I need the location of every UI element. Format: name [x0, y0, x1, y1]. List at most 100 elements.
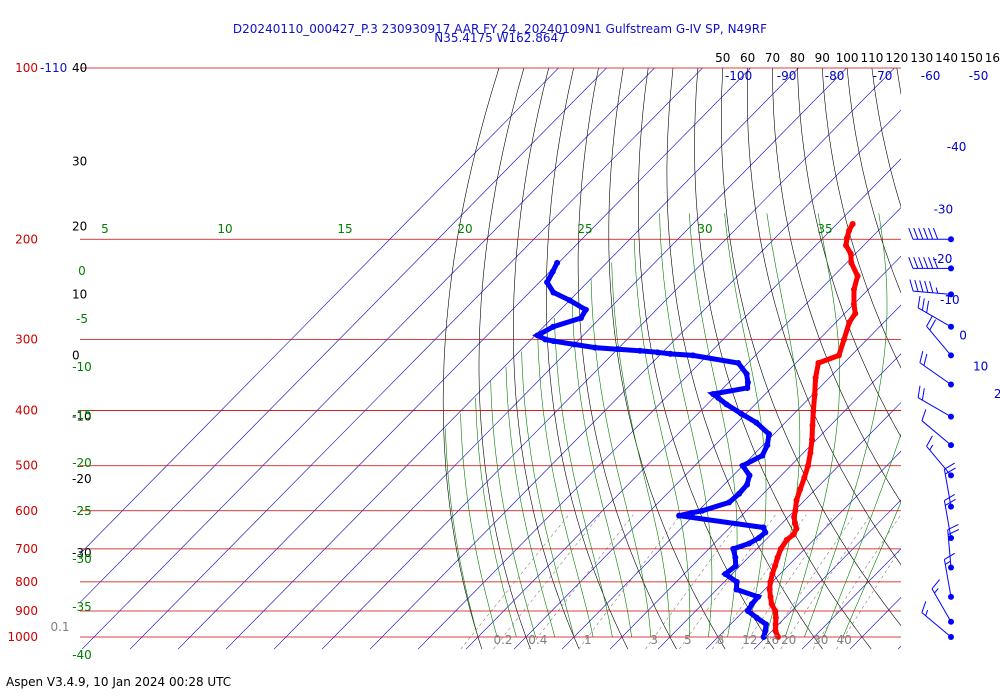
wind-barb-staff [917, 397, 952, 418]
moist-adiabat-label-top: 5 [101, 222, 109, 236]
moist-adiabat-label-left: -30 [72, 552, 92, 566]
wind-barb-flag [926, 315, 933, 327]
dewpoint-profile-point [732, 554, 739, 561]
moist-adiabat-line [475, 397, 517, 638]
temperature-profile-point [846, 227, 853, 234]
isotherm-line [657, 402, 901, 650]
wind-barb-flag [918, 256, 924, 269]
dewpoint-profile-point [744, 379, 751, 386]
pressure-tick-label: 200 [15, 232, 38, 246]
dewpoint-profile-point [763, 621, 770, 628]
temperature-profile-point [811, 391, 818, 398]
moist-adiabat-label-left: -35 [72, 600, 92, 614]
isotherm-line [705, 450, 901, 650]
pressure-tick-label: 800 [15, 575, 38, 589]
dry-adiabat-line [772, 68, 901, 503]
dewpoint-profile-point [654, 349, 661, 356]
isotherm-line [80, 68, 607, 603]
dewpoint-profile-point [667, 350, 674, 357]
isotherm-label: -100 [725, 69, 752, 83]
moist-adiabat-line [571, 299, 632, 638]
temperature-profile-point [777, 545, 784, 552]
wind-barb-flag [928, 256, 934, 269]
temperature-profile-point [792, 507, 799, 514]
mixing-ratio-label: 0.4 [528, 633, 547, 647]
height-label: -20 [72, 472, 92, 486]
mixing-ratio-line [836, 547, 901, 650]
isotherm-line [129, 68, 703, 650]
dewpoint-profile-point [710, 390, 717, 397]
dewpoint-profile-point [614, 346, 621, 353]
wind-barb [926, 435, 954, 479]
temperature-profile-point [849, 220, 856, 227]
pressure-extra-label: -110 [40, 61, 67, 75]
wind-barb-staff [921, 612, 952, 638]
mixing-ratio-label: 30 [813, 633, 828, 647]
moist-adiabat-label-top: 10 [217, 222, 232, 236]
isotherm-line [225, 68, 799, 650]
isotherm-label: -90 [777, 69, 797, 83]
dry-adiabat-line [478, 68, 531, 650]
temperature-profile-point [769, 571, 776, 578]
dry-adiabat-line [746, 68, 901, 566]
dewpoint-profile-point [723, 401, 730, 408]
wind-barb [921, 409, 954, 449]
mixing-ratio-label: 8 [717, 633, 725, 647]
moist-adiabat-label-top: 20 [457, 222, 472, 236]
theta-tick-label: 160 [985, 51, 1000, 65]
wind-barb [947, 524, 960, 571]
height-label: -30 [72, 546, 92, 560]
theta-tick-label: 60 [740, 51, 755, 65]
pressure-tick-label: 700 [15, 542, 38, 556]
isotherm-line [417, 158, 901, 650]
theta-tick-label: 80 [790, 51, 805, 65]
wind-barb-staff [931, 588, 952, 622]
height-label: -10 [72, 410, 92, 424]
dry-adiabat-line [608, 68, 726, 650]
dewpoint-profile-point [762, 627, 769, 634]
theta-tick-label: 100 [836, 51, 859, 65]
moist-adiabat-label-left: -20 [72, 456, 92, 470]
temperature-profile-point [846, 319, 853, 326]
wind-barb-flag [928, 227, 934, 240]
height-label: 30 [72, 155, 87, 169]
dewpoint-profile-point [571, 341, 578, 348]
temperature-profile-point [810, 407, 817, 414]
mixing-ratio-label: 12 [742, 633, 757, 647]
dewpoint-profile-point [753, 419, 760, 426]
moist-adiabat-line [590, 279, 652, 638]
pressure-tick-label: 400 [15, 404, 38, 418]
wind-barb [908, 227, 954, 243]
mixing-ratio-label: 16 [764, 633, 779, 647]
moist-adiabat-label-left: -5 [76, 312, 88, 326]
wind-barb [921, 601, 954, 640]
temperature-profile-point [841, 336, 848, 343]
moist-adiabat-line [823, 433, 901, 638]
temperature-profile-point [766, 586, 773, 593]
temperature-profile-point [843, 235, 850, 242]
moist-adiabat-label-top: 35 [817, 222, 832, 236]
mixing-ratio-label: 5 [684, 633, 692, 647]
theta-tick-label: 150 [960, 51, 983, 65]
moist-adiabat-label-top: 25 [577, 222, 592, 236]
dewpoint-profile-point [578, 314, 585, 321]
wind-barb-staff [943, 559, 952, 597]
pressure-tick-label: 600 [15, 504, 38, 518]
temperature-profile-point [767, 593, 774, 600]
height-label: 10 [72, 287, 87, 301]
isotherm-line [80, 68, 559, 555]
moist-adiabat-line [804, 213, 888, 638]
wind-barb-staff [943, 469, 952, 507]
moist-adiabat-label-top: 15 [337, 222, 352, 236]
temperature-profile-point [842, 242, 849, 249]
temperature-profile-point [815, 360, 822, 367]
moist-adiabat-line [689, 213, 738, 638]
mixing-ratio-label: 0.1 [50, 620, 69, 634]
isobar-lines [80, 67, 901, 638]
mixing-ratio-line [780, 514, 871, 650]
wind-barb-flag [944, 462, 955, 470]
theta-tick-label: 70 [765, 51, 780, 65]
dewpoint-profile-point [636, 347, 643, 354]
mixing-ratio-label: 20 [781, 633, 796, 647]
